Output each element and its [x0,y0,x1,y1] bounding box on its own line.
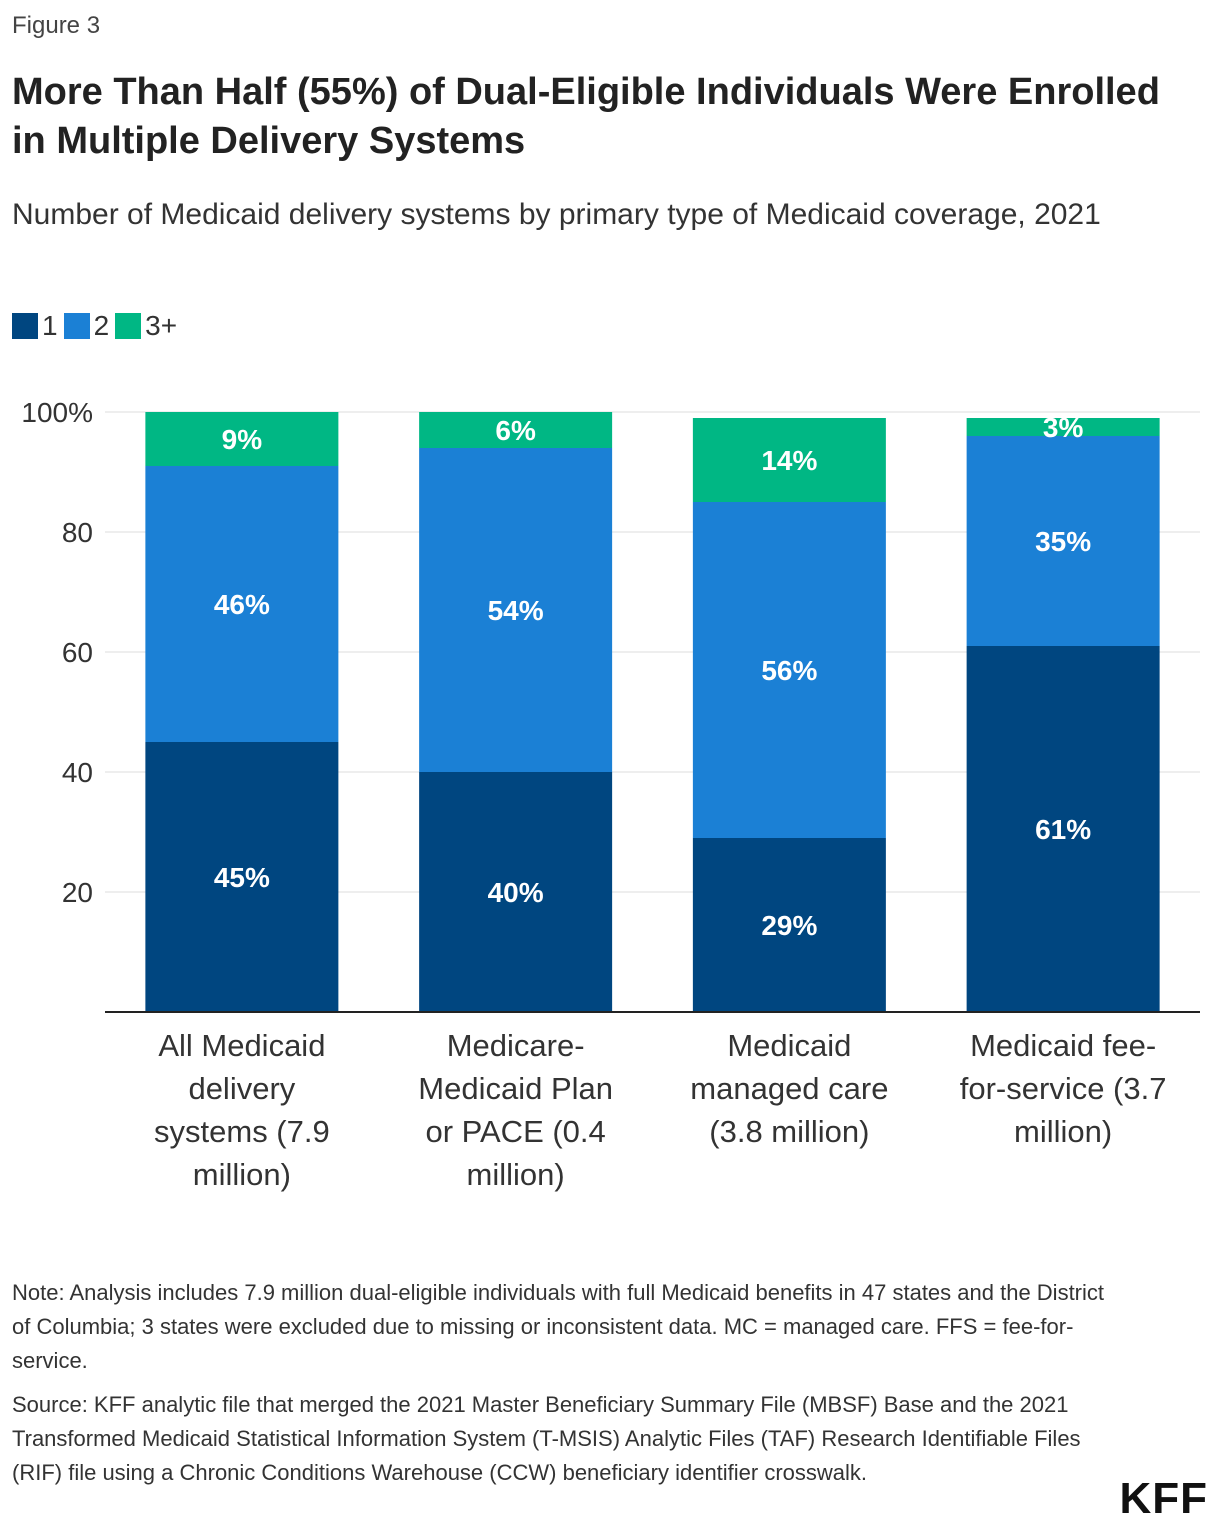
category-label-line: Medicaid fee- [970,1028,1156,1063]
data-label: 40% [488,877,544,908]
category-label-line: managed care [690,1071,888,1106]
y-tick-label: 40 [62,757,93,788]
data-label: 6% [495,415,536,446]
category-label-line: Medicaid Plan [418,1071,613,1106]
legend-item-3plus: 3+ [115,310,177,342]
bar-segment [692,502,886,838]
legend-item-1: 1 [12,310,58,342]
category-label-line: All Medicaid [158,1028,325,1063]
data-label: 9% [222,424,263,455]
bar-segment [692,418,886,502]
category-label: Medicaid fee-for-service (3.7 million) [960,1028,1167,1149]
legend-label-2: 2 [93,310,110,341]
category-label-line: million) [1014,1114,1112,1149]
category-label-line: (3.8 million) [709,1114,869,1149]
legend-swatch-3plus [115,313,142,339]
stacked-bar-chart: 20 40 60 80 100% 45% 46% 9% All Medicaid delivery… [21,397,1200,1192]
category-label-line: for-service (3.7 [960,1071,1167,1106]
legend-swatch-1 [12,313,38,339]
bar-segment [966,418,1160,436]
category-label-line: Medicare- [447,1028,585,1063]
category-label-line: million) [193,1157,291,1192]
data-label: 61% [1035,814,1091,845]
bar-segment [419,412,613,448]
legend-swatch-2 [63,313,90,339]
data-label: 56% [761,655,817,686]
kff-logo: KFF [1119,1474,1208,1523]
y-tick-label: 100% [21,397,93,428]
data-label: 54% [488,595,544,626]
figure-label: Figure 3 [12,12,101,39]
legend-label-1: 1 [42,310,58,341]
data-label: 46% [214,589,270,620]
category-label-line: Medicaid [727,1028,851,1063]
bar-segment [692,838,886,1012]
category-label-line: delivery [188,1071,295,1106]
data-label: 45% [214,862,270,893]
category-label: Medicare- Medicaid Plan or PACE (0.4 millio… [418,1028,613,1192]
legend-item-2: 2 [63,310,110,342]
category-label-line: systems (7.9 [154,1114,330,1149]
category-label: All Medicaid delivery systems (7.9 million) [154,1028,330,1192]
y-tick-label: 20 [62,877,93,908]
chart-subtitle: Number of Medicaid delivery systems by p… [12,198,1101,231]
y-tick-label: 60 [62,637,93,668]
data-label: 14% [761,445,817,476]
y-tick-label: 80 [62,517,93,548]
chart-note: Note: Analysis includes 7.9 million dual… [12,1280,1105,1373]
bar-segment [966,646,1160,1012]
category-label-line: or PACE (0.4 [425,1114,605,1149]
bar-segment [145,742,339,1012]
data-label: 3% [1043,412,1084,443]
bar-segment [145,466,339,742]
legend: 1 2 3+ [12,310,183,342]
chart-source: Source: KFF analytic file that merged th… [12,1392,1081,1485]
legend-label-3plus: 3+ [145,310,178,341]
data-label: 35% [1035,526,1091,557]
chart-title: More Than Half (55%) of Dual-Eligible In… [12,71,1160,162]
data-label: 29% [761,910,817,941]
bar-segment [419,448,613,772]
bar-segment [966,436,1160,646]
category-label-line: million) [467,1157,565,1192]
bar-segment [145,412,339,466]
category-label: Medicaid managed care (3.8 million) [690,1028,888,1149]
bar-segment [419,772,613,1012]
